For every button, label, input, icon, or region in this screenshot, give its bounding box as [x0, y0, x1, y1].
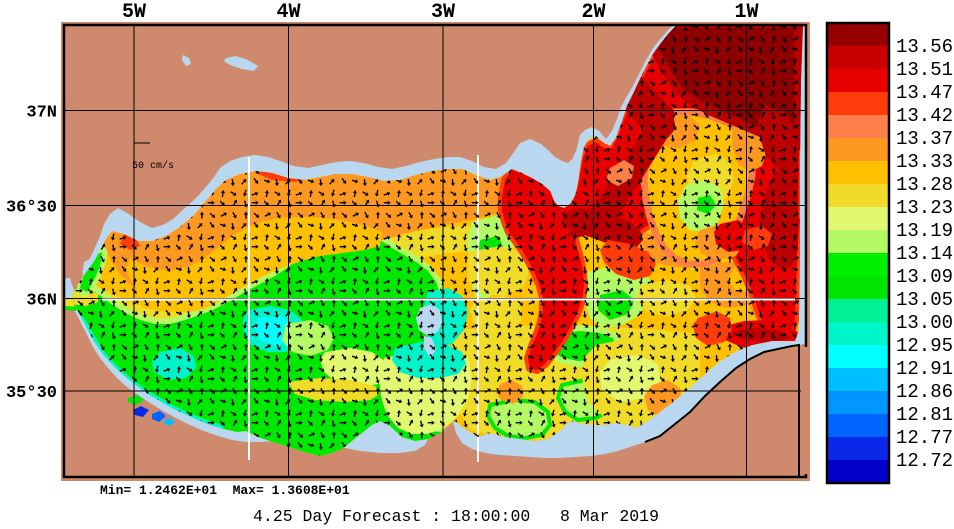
svg-text:Min= 1.2462E+01 Max= 1.3608E+: Min= 1.2462E+01 Max= 1.3608E+01 — [100, 483, 350, 498]
svg-text:13.19: 13.19 — [896, 220, 953, 242]
svg-text:13.42: 13.42 — [896, 105, 953, 127]
svg-text:13.47: 13.47 — [896, 82, 953, 104]
svg-text:4.25 Day Forecast : 18:00:00: 4.25 Day Forecast : 18:00:00 8 Mar 2019 — [253, 507, 659, 526]
svg-text:13.23: 13.23 — [896, 197, 953, 219]
svg-text:13.51: 13.51 — [896, 59, 953, 81]
svg-text:13.05: 13.05 — [896, 289, 953, 311]
svg-text:12.95: 12.95 — [896, 335, 953, 357]
svg-text:5W: 5W — [122, 1, 146, 24]
svg-text:12.81: 12.81 — [896, 404, 953, 426]
svg-text:2W: 2W — [581, 1, 605, 24]
svg-text:12.91: 12.91 — [896, 358, 953, 380]
svg-text:13.37: 13.37 — [896, 128, 953, 150]
svg-text:12.86: 12.86 — [896, 381, 953, 403]
svg-text:3W: 3W — [431, 1, 455, 24]
svg-text:13.56: 13.56 — [896, 36, 953, 58]
svg-text:13.28: 13.28 — [896, 174, 953, 196]
svg-text:12.72: 12.72 — [896, 450, 953, 472]
svg-text:36N: 36N — [26, 292, 57, 311]
svg-text:12.77: 12.77 — [896, 427, 953, 449]
svg-text:36°30: 36°30 — [6, 199, 57, 218]
svg-text:13.00: 13.00 — [896, 312, 953, 334]
svg-text:4W: 4W — [276, 1, 300, 24]
svg-text:13.09: 13.09 — [896, 266, 953, 288]
svg-text:37N: 37N — [26, 104, 57, 123]
svg-text:1W: 1W — [734, 1, 758, 24]
svg-text:35°30: 35°30 — [6, 384, 57, 403]
svg-text:13.14: 13.14 — [896, 243, 953, 265]
svg-text:50 cm/s: 50 cm/s — [132, 160, 174, 172]
svg-text:13.33: 13.33 — [896, 151, 953, 173]
